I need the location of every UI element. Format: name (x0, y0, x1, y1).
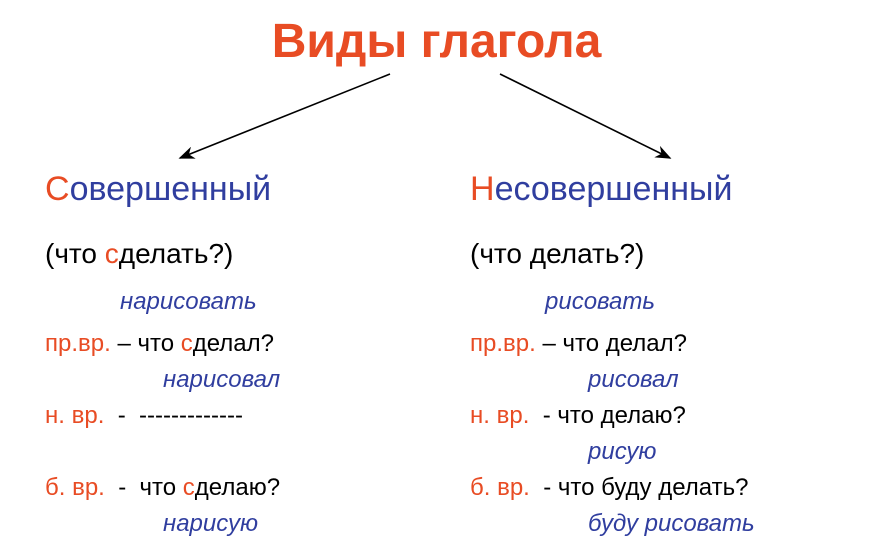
left-heading: Совершенный (45, 170, 271, 209)
example-text: рисовал (588, 366, 679, 393)
right-row-2-example: буду рисовать (588, 510, 755, 538)
diagram-title: Виды глагола (0, 14, 873, 69)
right-row-0-example: рисовал (588, 366, 679, 394)
dash: - (104, 402, 139, 429)
q-post: что делал? (562, 330, 687, 357)
right-heading-accent: Н (470, 170, 495, 208)
arrow-right (500, 74, 670, 158)
left-question: (что сделать?) (45, 238, 233, 270)
left-row-0: пр.вр. – что сделал? (45, 330, 274, 358)
q-accent: с (181, 330, 193, 357)
diagram-canvas: Виды глагола Совершенный Несовершенный (… (0, 0, 873, 559)
tense-label: б. вр. (45, 474, 105, 501)
q-post: что буду делать? (558, 474, 749, 501)
left-row-2: б. вр. - что сделаю? (45, 474, 280, 502)
left-infinitive-text: нарисовать (120, 288, 257, 315)
q-post: ------------- (139, 402, 243, 429)
left-q-post: делать?) (119, 238, 234, 269)
left-row-2-example: нарисую (163, 510, 258, 538)
right-row-1: н. вр. - что делаю? (470, 402, 686, 430)
q-pre: что (137, 330, 180, 357)
left-row-0-example: нарисовал (163, 366, 280, 394)
arrows-svg (0, 70, 873, 170)
example-text: нарисую (163, 510, 258, 537)
right-heading-rest: есовершенный (495, 170, 733, 208)
tense-label: б. вр. (470, 474, 530, 501)
example-text: рисую (588, 438, 656, 465)
dash: - (529, 402, 557, 429)
left-heading-rest: овершенный (70, 170, 272, 208)
right-infinitive: рисовать (545, 288, 655, 316)
q-post: делаю? (195, 474, 280, 501)
right-infinitive-text: рисовать (545, 288, 655, 315)
q-post: делал? (193, 330, 274, 357)
right-q-post: делать?) (530, 238, 645, 269)
left-q-pre: (что (45, 238, 105, 269)
arrow-left (180, 74, 390, 158)
left-q-accent: с (105, 238, 119, 269)
right-question: (что делать?) (470, 238, 644, 270)
right-row-1-example: рисую (588, 438, 656, 466)
dash: - (105, 474, 140, 501)
tense-label: пр.вр. (470, 330, 536, 357)
tense-label: пр.вр. (45, 330, 111, 357)
q-post: что делаю? (557, 402, 686, 429)
example-text: нарисовал (163, 366, 280, 393)
right-heading: Несовершенный (470, 170, 732, 209)
example-text: буду рисовать (588, 510, 755, 537)
tense-label: н. вр. (470, 402, 529, 429)
dash: – (536, 330, 563, 357)
q-pre: что (140, 474, 183, 501)
left-row-1: н. вр. - ------------- (45, 402, 243, 430)
right-q-pre: (что (470, 238, 530, 269)
tense-label: н. вр. (45, 402, 104, 429)
q-accent: с (183, 474, 195, 501)
dash: - (530, 474, 558, 501)
right-row-2: б. вр. - что буду делать? (470, 474, 748, 502)
right-row-0: пр.вр. – что делал? (470, 330, 687, 358)
left-infinitive: нарисовать (120, 288, 257, 316)
title-text: Виды глагола (272, 15, 602, 68)
left-heading-accent: С (45, 170, 70, 208)
dash: – (111, 330, 138, 357)
